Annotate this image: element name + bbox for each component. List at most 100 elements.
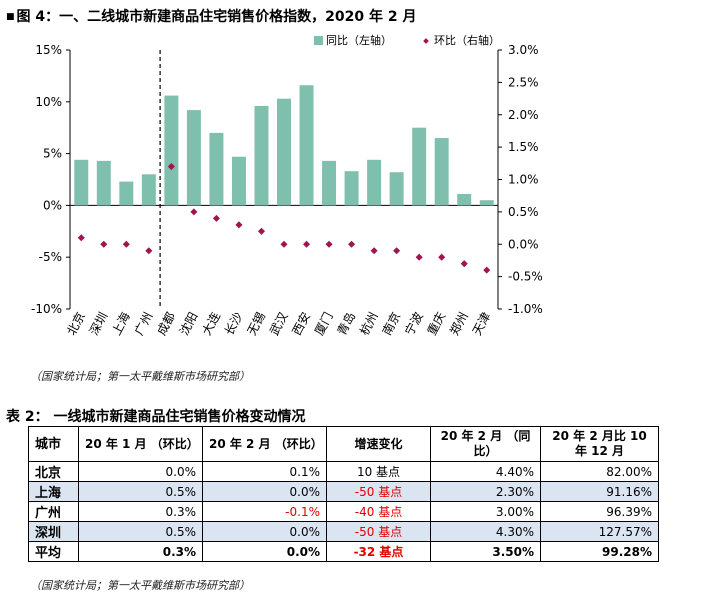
header-city: 城市 — [28, 426, 79, 462]
category-label: 南京 — [379, 309, 404, 337]
table-title: 表 2： 一线城市新建商品住宅销售价格变动情况 — [6, 409, 306, 425]
dot — [460, 260, 468, 268]
chart-legend: 同比（左轴） 环比（右轴） — [314, 33, 500, 47]
right-tick-label: 2.0% — [508, 108, 539, 122]
jan-cell: 0.5% — [78, 521, 203, 542]
header-change: 增速变化 — [326, 426, 431, 462]
figure-title: ■ 图 4：一、二线城市新建商品住宅销售价格指数，2020 年 2 月 — [6, 6, 416, 26]
category-label: 无锡 — [244, 309, 269, 337]
header-jan: 20 年 1 月 （环比） — [78, 426, 203, 462]
change-cell: 10 基点 — [326, 461, 431, 482]
city-cell: 平均 — [28, 541, 79, 562]
dot — [483, 266, 491, 274]
dot — [212, 214, 220, 222]
city-cell: 广州 — [28, 501, 79, 522]
bar — [344, 171, 359, 206]
change-cell: -50 基点 — [326, 521, 431, 542]
bar — [277, 98, 291, 206]
bar — [367, 159, 382, 206]
bar — [389, 172, 404, 206]
dot — [415, 253, 423, 261]
bar — [119, 181, 134, 206]
category-label: 宁波 — [401, 309, 426, 337]
bar-scatter-chart: 15% 10% 5% 0% -5% -10% 3.0% 2.5% 2.0% 1.5% 1.0% 0.5… — [31, 33, 543, 338]
category-label: 厦门 — [311, 309, 336, 337]
bar — [231, 156, 246, 206]
category-label: 深圳 — [87, 310, 111, 338]
change-cell: -40 基点 — [326, 501, 431, 522]
dot — [122, 240, 130, 248]
yoy-cell: 3.50% — [430, 541, 541, 562]
dot — [145, 247, 153, 255]
table-header-row: 城市 20 年 1 月 （环比） 20 年 2 月 （环比） 增速变化 20 年… — [28, 426, 659, 462]
dot — [370, 247, 378, 255]
table-row: 北京 0.0% 0.1% 10 基点 4.40% 82.00% — [28, 461, 659, 482]
left-tick-label: 0% — [43, 198, 62, 212]
chart-source-note: （国家统计局；第一太平戴维斯市场研究部） — [30, 370, 250, 383]
vs10-cell: 96.39% — [540, 501, 659, 522]
yoy-cell: 2.30% — [430, 481, 541, 502]
bar — [164, 95, 179, 206]
category-label: 杭州 — [356, 309, 381, 337]
dot — [438, 253, 446, 261]
bar — [299, 85, 314, 206]
category-label: 沈阳 — [176, 309, 201, 337]
category-label: 成都 — [154, 310, 178, 338]
dot — [348, 240, 356, 248]
vs10-cell: 82.00% — [540, 461, 659, 482]
left-tick-label: 10% — [35, 95, 62, 109]
right-tick-label: 0.0% — [508, 237, 539, 251]
table-row: 广州 0.3% -0.1% -40 基点 3.00% 96.39% — [28, 501, 659, 522]
bar — [209, 132, 224, 206]
bullet-icon: ■ — [6, 12, 15, 22]
dot — [77, 234, 85, 242]
feb-cell: 0.0% — [202, 541, 327, 562]
legend-dot-label: 环比（右轴） — [434, 33, 500, 47]
right-tick-label: 1.5% — [508, 140, 539, 154]
change-cell: -50 基点 — [326, 481, 431, 502]
bar — [412, 127, 427, 206]
right-tick-label: -1.0% — [508, 302, 543, 316]
legend-bar-swatch — [314, 36, 323, 45]
left-tick-label: 15% — [35, 43, 62, 57]
bar — [254, 105, 269, 206]
feb-cell: 0.1% — [202, 461, 327, 482]
bar — [434, 138, 449, 206]
header-vs10: 20 年 2 月比 10 年 12 月 — [540, 426, 659, 462]
category-label: 天津 — [470, 310, 494, 338]
category-label: 大连 — [199, 309, 224, 337]
city-cell: 深圳 — [28, 521, 79, 542]
yoy-cell: 4.30% — [430, 521, 541, 542]
dot — [100, 240, 108, 248]
bar — [141, 174, 156, 206]
category-label: 长沙 — [222, 310, 246, 338]
vs10-cell: 99.28% — [540, 541, 659, 562]
figure-title-text: 图 4：一、二线城市新建商品住宅销售价格指数，2020 年 2 月 — [16, 9, 417, 25]
price-change-table: 城市 20 年 1 月 （环比） 20 年 2 月 （环比） 增速变化 20 年… — [28, 426, 659, 562]
right-tick-label: -0.5% — [508, 270, 543, 284]
right-tick-label: 2.5% — [508, 75, 539, 89]
bar — [322, 160, 337, 206]
bar — [186, 110, 201, 206]
header-feb: 20 年 2 月 （环比） — [202, 426, 327, 462]
bar — [96, 160, 111, 206]
jan-cell: 0.3% — [78, 541, 203, 562]
bar — [457, 194, 472, 206]
city-cell: 上海 — [28, 481, 79, 502]
vs10-cell: 91.16% — [540, 481, 659, 502]
left-tick-label: -10% — [31, 302, 62, 316]
category-label: 青岛 — [334, 309, 359, 337]
table-source-note: （国家统计局；第一太平戴维斯市场研究部） — [30, 579, 250, 592]
change-cell: -32 基点 — [326, 541, 431, 562]
table-row: 深圳 0.5% 0.0% -50 基点 4.30% 127.57% — [28, 521, 659, 542]
category-label: 武汉 — [267, 310, 291, 338]
bar-series — [74, 85, 494, 206]
jan-cell: 0.3% — [78, 501, 203, 522]
dot — [280, 240, 288, 248]
right-tick-label: 3.0% — [508, 43, 539, 57]
feb-cell: -0.1% — [202, 501, 327, 522]
jan-cell: 0.5% — [78, 481, 203, 502]
city-cell: 北京 — [28, 461, 79, 482]
dot — [167, 163, 175, 171]
category-label: 北京 — [64, 310, 88, 338]
